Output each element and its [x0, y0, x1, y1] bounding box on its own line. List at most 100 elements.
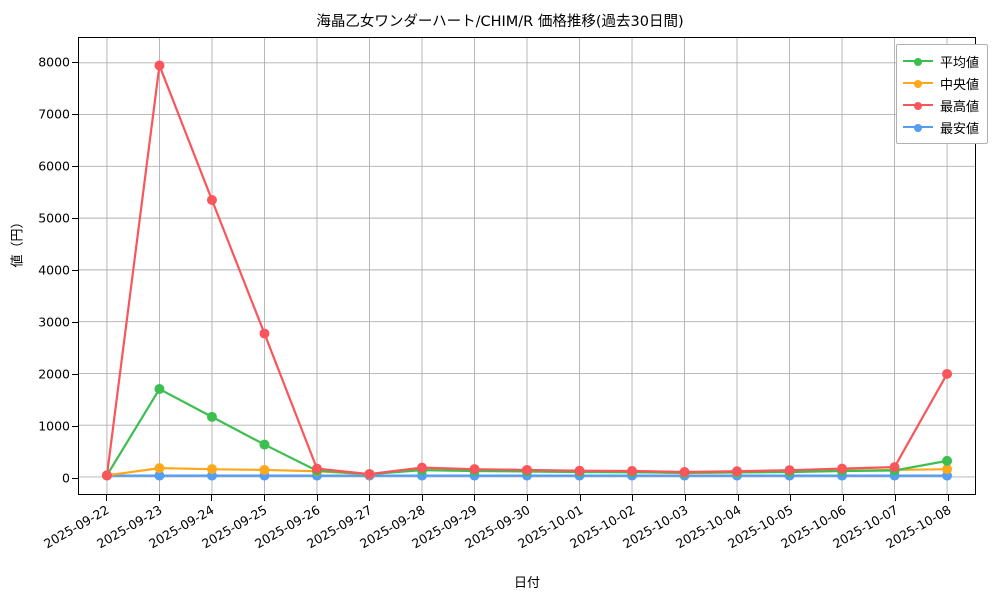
- x-tick-label: 2025-10-02: [567, 502, 638, 552]
- x-tick-mark: [316, 495, 318, 501]
- y-tick-label: 2000: [38, 366, 70, 382]
- x-tick-label: 2025-09-24: [146, 502, 217, 552]
- x-tick-label: 2025-10-04: [672, 502, 743, 552]
- x-tick-mark: [474, 495, 476, 501]
- legend-item[interactable]: 最高値: [902, 94, 979, 116]
- x-tick-mark: [211, 495, 213, 501]
- x-axis-tick-marks: [78, 495, 976, 502]
- x-tick-label: 2025-09-26: [251, 502, 322, 552]
- y-tick-label: 5000: [38, 210, 70, 226]
- legend-swatch-icon: [902, 76, 933, 90]
- data-point-marker: [154, 470, 165, 481]
- x-tick-mark: [158, 495, 160, 501]
- x-tick-label: 2025-10-03: [619, 502, 691, 552]
- y-tick-mark: [72, 165, 78, 168]
- legend-label: 平均値: [939, 55, 979, 71]
- data-point-marker: [942, 464, 953, 475]
- y-tick-label: 8000: [38, 54, 70, 70]
- x-tick-label: 2025-09-28: [356, 502, 428, 552]
- x-tick-mark: [421, 495, 423, 501]
- y-tick-label: 7000: [38, 106, 70, 122]
- x-tick-label: 2025-09-30: [462, 502, 533, 552]
- legend-swatch-icon: [902, 98, 933, 112]
- y-tick-mark: [72, 113, 78, 116]
- x-tick-mark: [842, 495, 844, 501]
- y-tick-mark: [72, 217, 78, 219]
- data-point-marker: [522, 464, 532, 475]
- series-lines: [101, 60, 953, 481]
- y-tick-mark: [72, 321, 78, 323]
- y-axis-tick-marks: [71, 37, 78, 495]
- legend-item[interactable]: 中央値: [902, 72, 979, 94]
- data-point-marker: [154, 60, 165, 71]
- x-tick-label: 2025-10-07: [830, 502, 901, 552]
- x-tick-mark: [737, 495, 739, 501]
- x-tick-label: 2025-09-23: [93, 502, 165, 552]
- y-tick-label: 1000: [38, 418, 70, 434]
- legend-item[interactable]: 平均値: [902, 50, 979, 72]
- data-point-marker: [469, 464, 480, 475]
- x-tick-label: 2025-10-01: [514, 502, 586, 552]
- y-tick-mark: [72, 269, 78, 271]
- series-line: [105, 64, 949, 477]
- x-tick-mark: [632, 495, 634, 501]
- x-tick-mark: [527, 495, 529, 501]
- plot-area: [78, 37, 976, 495]
- x-tick-mark: [684, 495, 686, 501]
- data-point-marker: [942, 455, 953, 466]
- x-tick-label: 2025-09-29: [409, 502, 480, 552]
- x-tick-label: 2025-10-05: [725, 502, 796, 552]
- y-tick-label: 4000: [38, 262, 70, 278]
- x-tick-label: 2025-09-27: [304, 502, 375, 552]
- data-point-marker: [364, 469, 375, 480]
- data-point-marker: [574, 465, 585, 476]
- y-tick-mark: [72, 477, 78, 479]
- legend-swatch-icon: [902, 120, 933, 134]
- data-point-marker: [311, 463, 322, 474]
- x-tick-label: 2025-10-06: [777, 502, 849, 552]
- legend-label: 最高値: [939, 99, 979, 115]
- data-point-marker: [837, 463, 848, 474]
- x-tick-mark: [579, 495, 581, 501]
- data-point-marker: [154, 384, 165, 395]
- x-axis-label: 日付: [513, 576, 540, 591]
- y-tick-mark: [72, 373, 78, 375]
- grid-lines: [79, 38, 975, 494]
- legend-item[interactable]: 最安値: [902, 116, 979, 138]
- data-point-marker: [206, 464, 217, 475]
- x-tick-mark: [948, 495, 950, 501]
- x-tick-mark: [263, 495, 265, 501]
- data-point-marker: [732, 466, 743, 477]
- data-point-marker: [259, 439, 270, 450]
- data-point-marker: [942, 368, 953, 379]
- data-point-marker: [206, 195, 217, 205]
- x-tick-mark: [106, 495, 108, 501]
- data-point-marker: [259, 328, 270, 339]
- data-point-marker: [154, 463, 165, 474]
- chart-legend: 平均値中央値最高値最安値: [895, 44, 988, 144]
- x-tick-mark: [790, 495, 792, 501]
- legend-label: 最安値: [939, 121, 979, 137]
- x-tick-mark: [895, 495, 897, 501]
- x-axis-tick-labels: 2025-09-22 2025-09-23 2025-09-24 2025-09-25…: [41, 502, 976, 572]
- data-point-marker: [101, 470, 112, 481]
- data-point-marker: [784, 465, 795, 476]
- legend-swatch-icon: [902, 54, 933, 68]
- data-point-marker: [889, 462, 900, 473]
- y-tick-mark: [72, 61, 78, 64]
- y-axis-tick-labels: 0 1000 2000 3000 4000 5000 6000 7000 8000: [0, 37, 70, 495]
- y-tick-label: 6000: [38, 158, 70, 174]
- data-point-marker: [206, 411, 217, 422]
- x-tick-label: 2025-10-08: [883, 502, 954, 552]
- x-tick-label: 2025-09-22: [41, 502, 112, 552]
- data-point-marker: [679, 467, 690, 477]
- x-tick-mark: [369, 495, 371, 501]
- data-point-marker: [259, 464, 270, 475]
- data-point-marker: [416, 462, 427, 473]
- y-tick-mark: [72, 425, 78, 427]
- chart-title: 海晶乙女ワンダーハート/CHIM/R 価格推移(過去30日間): [316, 14, 684, 30]
- x-tick-label: 2025-09-25: [198, 502, 270, 552]
- legend-label: 中央値: [939, 77, 979, 93]
- y-tick-label: 0: [62, 470, 70, 486]
